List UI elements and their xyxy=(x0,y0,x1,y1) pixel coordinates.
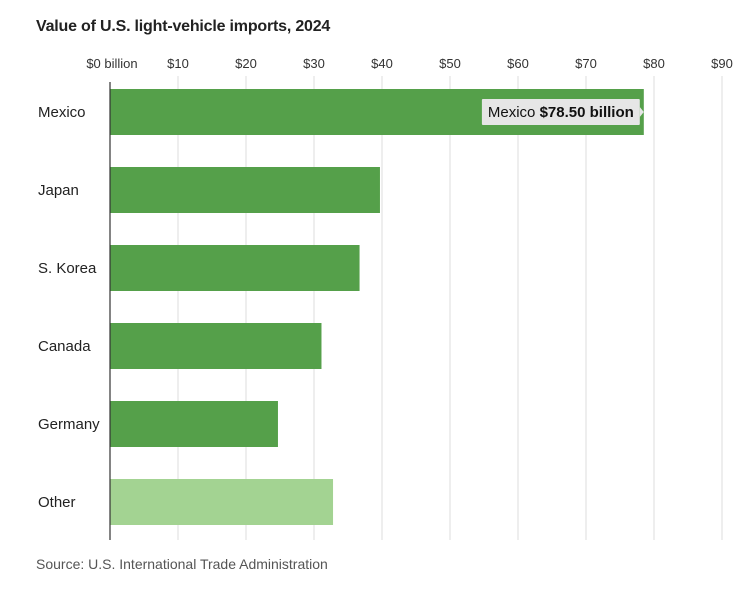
x-tick-label: $90 xyxy=(711,56,733,71)
x-tick-label: $80 xyxy=(643,56,665,71)
x-tick-label: $20 xyxy=(235,56,257,71)
tooltip-pointer xyxy=(639,107,644,117)
bar-germany[interactable] xyxy=(110,401,278,447)
x-tick-label: $70 xyxy=(575,56,597,71)
bar-canada[interactable] xyxy=(110,323,322,369)
bars xyxy=(110,89,644,525)
tooltip-value: $78.50 billion xyxy=(540,104,634,121)
category-label: S. Korea xyxy=(38,260,97,277)
tooltip-text: Mexico $78.50 billion xyxy=(488,104,634,121)
x-axis-ticks: $0 billion $10 $20 $30 $40 $50 $60 $70 $80 $90 xyxy=(86,56,733,71)
bar-other[interactable] xyxy=(110,479,334,525)
x-tick-label: $60 xyxy=(507,56,529,71)
x-tick-label: $50 xyxy=(439,56,461,71)
category-label: Germany xyxy=(38,416,100,433)
tooltip-label: Mexico xyxy=(488,104,540,121)
x-tick-label: $30 xyxy=(303,56,325,71)
bar-japan[interactable] xyxy=(110,167,380,213)
tooltip: Mexico $78.50 billion xyxy=(481,99,644,125)
category-label: Japan xyxy=(38,182,79,199)
chart-title: Value of U.S. light-vehicle imports, 202… xyxy=(36,18,331,35)
x-tick-label: $10 xyxy=(167,56,189,71)
chart-source: Source: U.S. International Trade Adminis… xyxy=(36,556,328,572)
category-label: Mexico xyxy=(38,104,86,121)
category-labels: Mexico Japan S. Korea Canada Germany Other xyxy=(38,104,100,511)
category-label: Canada xyxy=(38,338,91,355)
grid-lines xyxy=(177,76,723,540)
bar-s-korea[interactable] xyxy=(110,245,360,291)
x-tick-label: $0 billion xyxy=(86,56,137,71)
category-label: Other xyxy=(38,494,76,511)
tooltip-box xyxy=(481,99,640,125)
x-tick-label: $40 xyxy=(371,56,393,71)
